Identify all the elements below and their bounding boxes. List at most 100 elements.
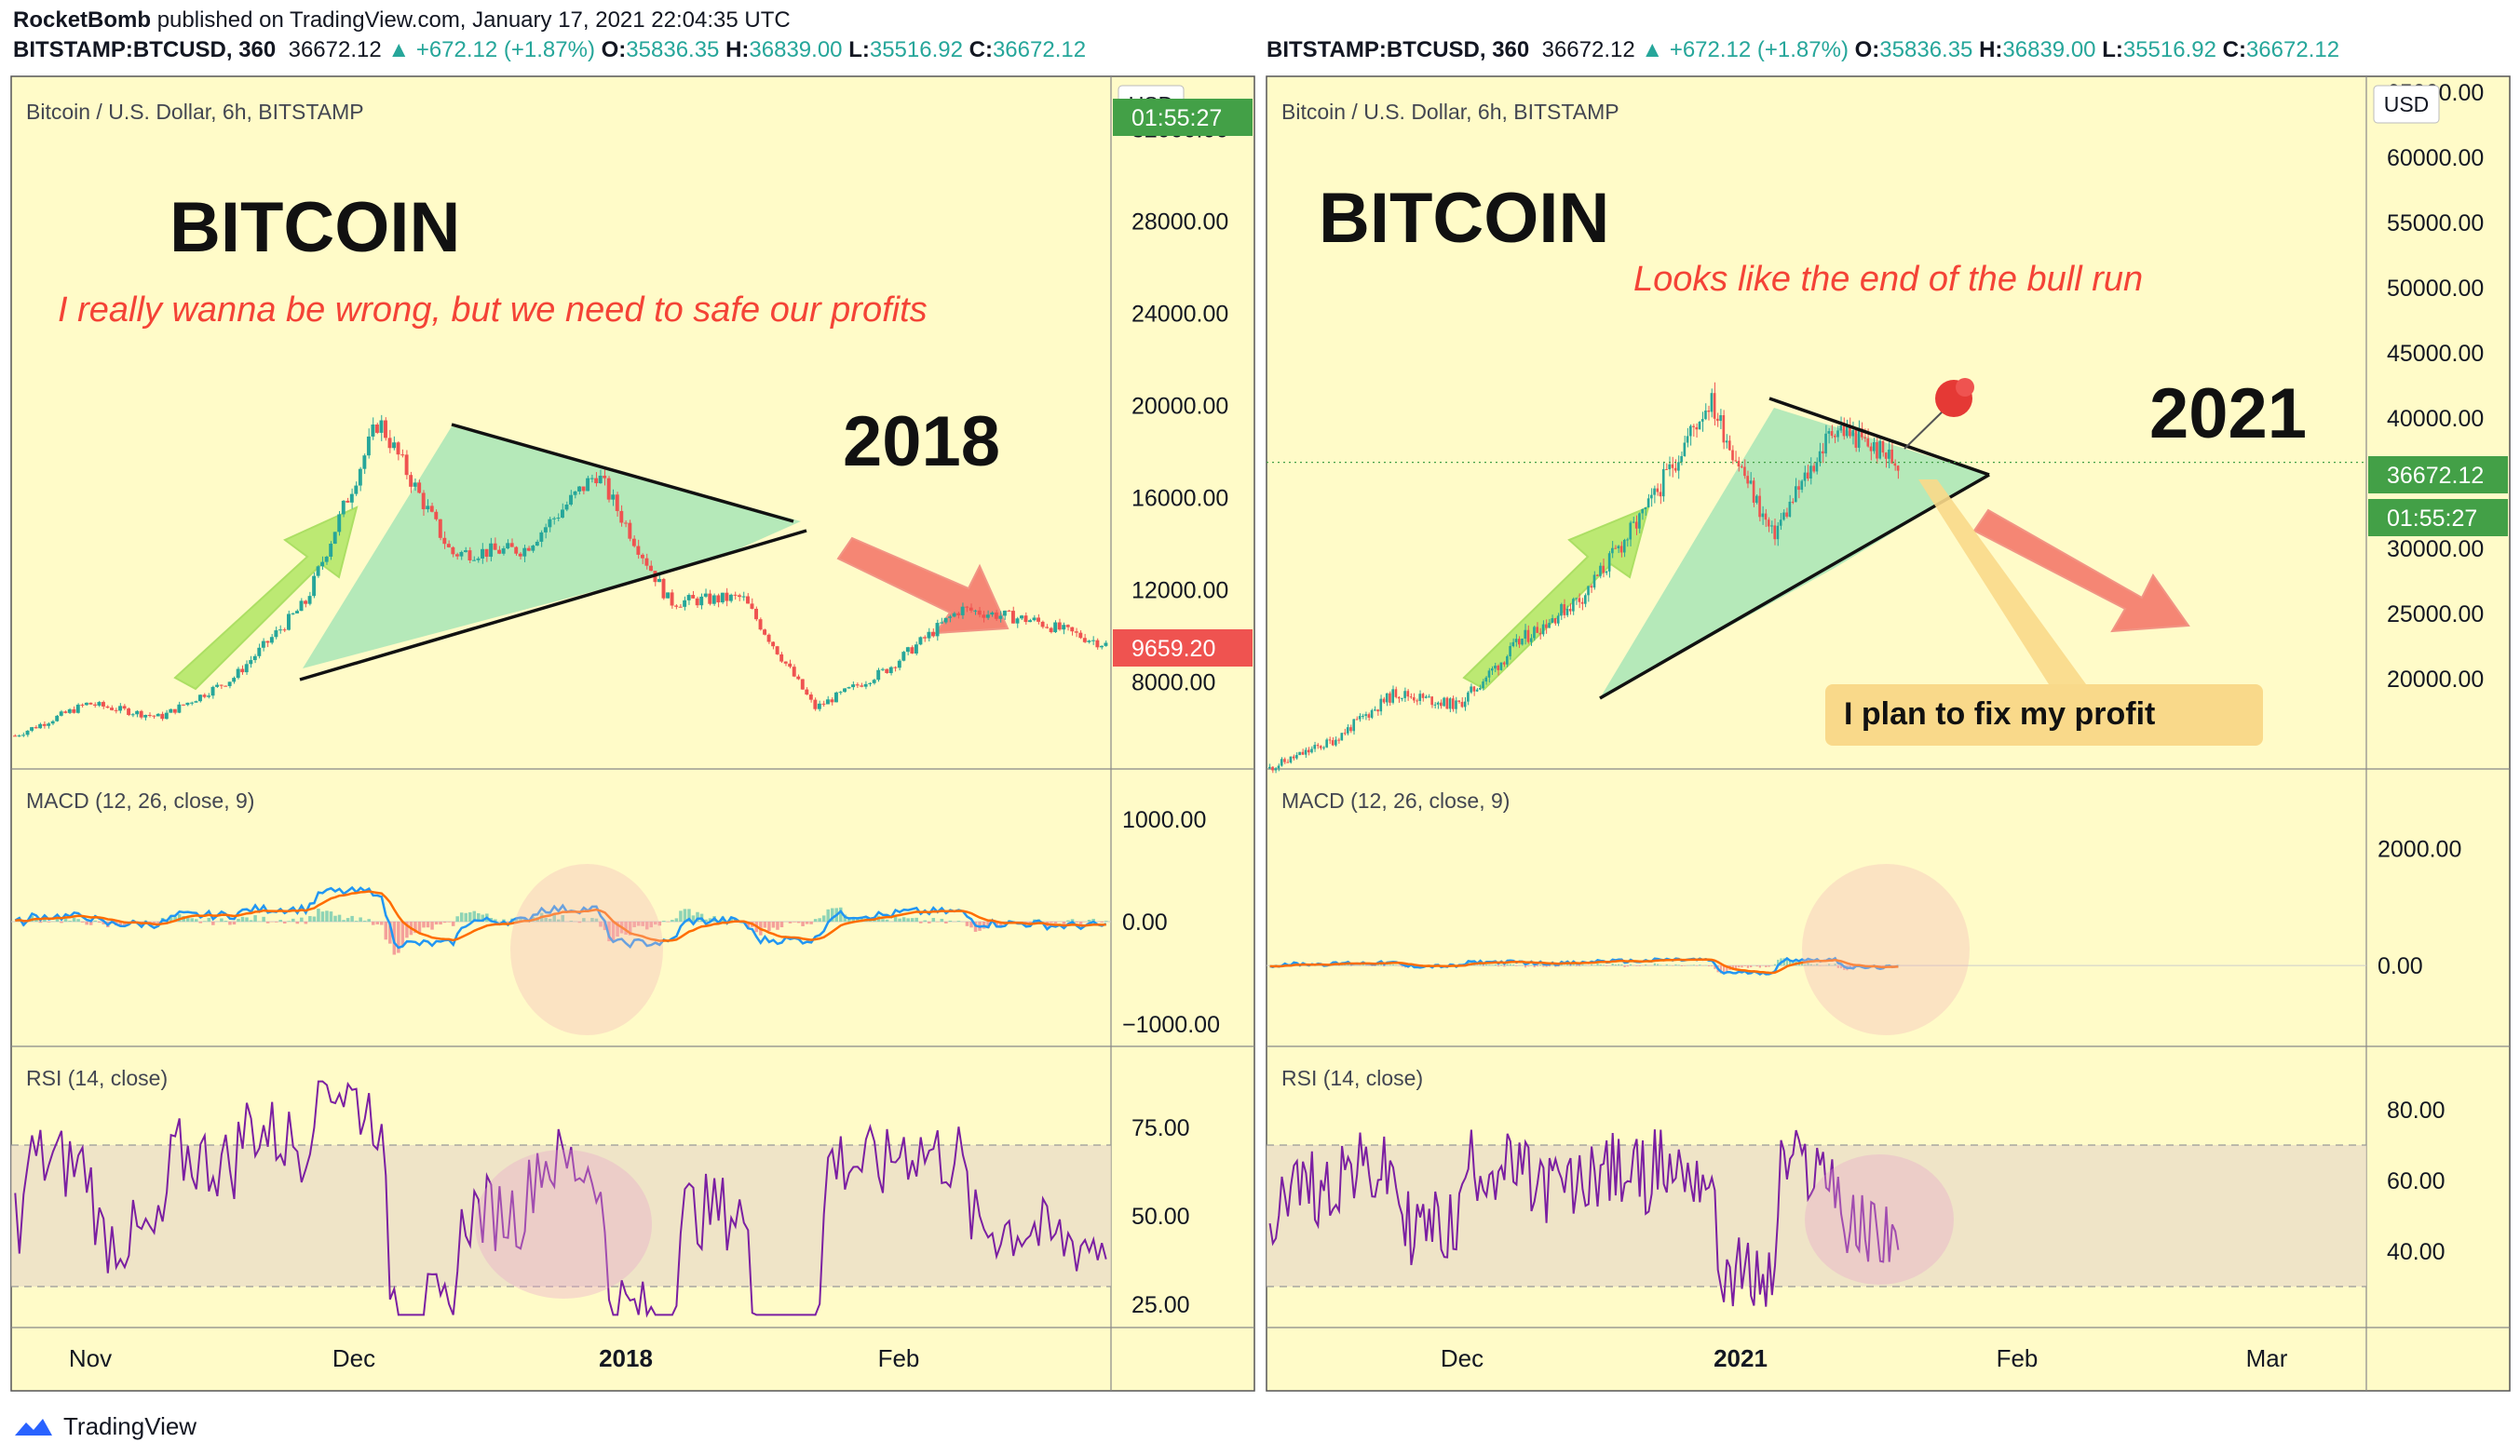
candle-body [931, 631, 935, 637]
low-label: L: [2102, 37, 2123, 62]
candle-body [1689, 425, 1692, 437]
candle-body [1743, 466, 1746, 477]
currency-label[interactable]: USD [2384, 92, 2430, 116]
candle-body [172, 708, 177, 713]
candle-body [1352, 719, 1356, 732]
rsi-tick: 25.00 [1131, 1292, 1190, 1318]
candle-body [1677, 462, 1680, 471]
candle-body [1424, 696, 1428, 698]
candle-body [1767, 519, 1770, 527]
candle-body [1036, 617, 1041, 622]
candle-body [1521, 639, 1524, 645]
candle-body [1418, 694, 1422, 701]
tradingview-footer[interactable]: TradingView [13, 1412, 196, 1441]
candle-body [1514, 639, 1518, 642]
candle-body [1668, 464, 1672, 470]
macd-pane[interactable] [1267, 769, 2510, 1046]
candle-body [236, 668, 240, 679]
candle-body [855, 684, 860, 686]
chart-panel-right[interactable]: Bitcoin / U.S. Dollar, 6h, BITSTAMP MACD … [1266, 75, 2511, 1392]
candle-body [750, 603, 754, 609]
candle-body [1430, 696, 1433, 706]
candle-body [922, 637, 927, 639]
candle-body [1049, 627, 1053, 633]
symbol: BITSTAMP:BTCUSD, 360 [13, 37, 277, 62]
candle-body [1578, 598, 1581, 602]
candle-body [75, 704, 80, 713]
candle-body [1325, 739, 1328, 748]
candle-body [1634, 521, 1638, 529]
candle-body [252, 655, 257, 661]
price-pane[interactable] [1267, 76, 2510, 769]
candle-body [1884, 452, 1888, 459]
candle-body [631, 538, 636, 546]
candle-body [1563, 604, 1566, 615]
candles [13, 414, 1108, 737]
candle-body [358, 468, 362, 486]
candle-body [644, 558, 649, 566]
candle-body [463, 550, 467, 552]
candle-body [1343, 733, 1347, 735]
candle-body [1362, 715, 1364, 717]
candle-body [1053, 622, 1058, 633]
candle-body [1286, 762, 1289, 763]
candle-body [619, 510, 624, 523]
price-tick: 60000.00 [2387, 145, 2484, 171]
candle-body [387, 438, 392, 449]
candle-body [88, 702, 93, 705]
trendline [1599, 473, 1990, 700]
price-tick: 28000.00 [1131, 209, 1228, 235]
candle-body [1268, 766, 1271, 769]
candle-body [1472, 686, 1476, 692]
candle-body [1397, 696, 1401, 699]
candle-body [1358, 716, 1362, 720]
price-tick: 55000.00 [2387, 210, 2484, 236]
candle-body [392, 442, 396, 449]
candle-body [1650, 494, 1653, 499]
candle-body [1845, 425, 1849, 437]
candle-body [169, 708, 173, 713]
candle-body [1443, 697, 1445, 707]
author-name[interactable]: RocketBomb [13, 7, 152, 33]
candle-body [1340, 733, 1344, 741]
candle-body [371, 425, 375, 437]
candle-body [821, 703, 826, 705]
time-axis[interactable] [1267, 1328, 2510, 1391]
candle-body [210, 686, 215, 696]
candle-body [1797, 486, 1800, 491]
currency-box[interactable] [2373, 85, 2440, 124]
note-pointer [1918, 479, 2086, 684]
candle-body [1040, 621, 1045, 627]
highlight-ellipse [475, 1150, 652, 1299]
candle-body [1374, 709, 1376, 711]
candle-body [287, 613, 291, 630]
candle-body [711, 595, 716, 604]
candle-body [143, 714, 148, 718]
price-badge [2368, 456, 2508, 493]
high-value: 36839.00 [2002, 37, 2096, 62]
candle-body [825, 699, 830, 705]
candle-body [1673, 467, 1677, 471]
candle-body [783, 661, 788, 664]
time-axis[interactable] [11, 1328, 1254, 1391]
big-title: BITCOIN [169, 188, 460, 267]
candle-body [977, 610, 982, 615]
candle-body [1746, 476, 1749, 484]
macd-pane[interactable] [11, 769, 1254, 1046]
candle-body [1470, 686, 1472, 693]
candle-body [1809, 465, 1812, 479]
red-down-arrow [836, 536, 1009, 635]
candle-body [594, 478, 599, 484]
candle-body [1271, 766, 1274, 771]
candle-body [118, 706, 122, 711]
candle-body [1292, 756, 1295, 759]
time-tick: Dec [332, 1344, 375, 1372]
candle-body [1795, 486, 1797, 503]
candle-body [1280, 759, 1283, 766]
time-tick: Nov [69, 1344, 112, 1372]
candle-body [1298, 751, 1301, 756]
candle-body [156, 713, 160, 717]
chart-panel-left[interactable]: Bitcoin / U.S. Dollar, 6h, BITSTAMP MACD … [10, 75, 1255, 1392]
candle-body [741, 596, 746, 598]
